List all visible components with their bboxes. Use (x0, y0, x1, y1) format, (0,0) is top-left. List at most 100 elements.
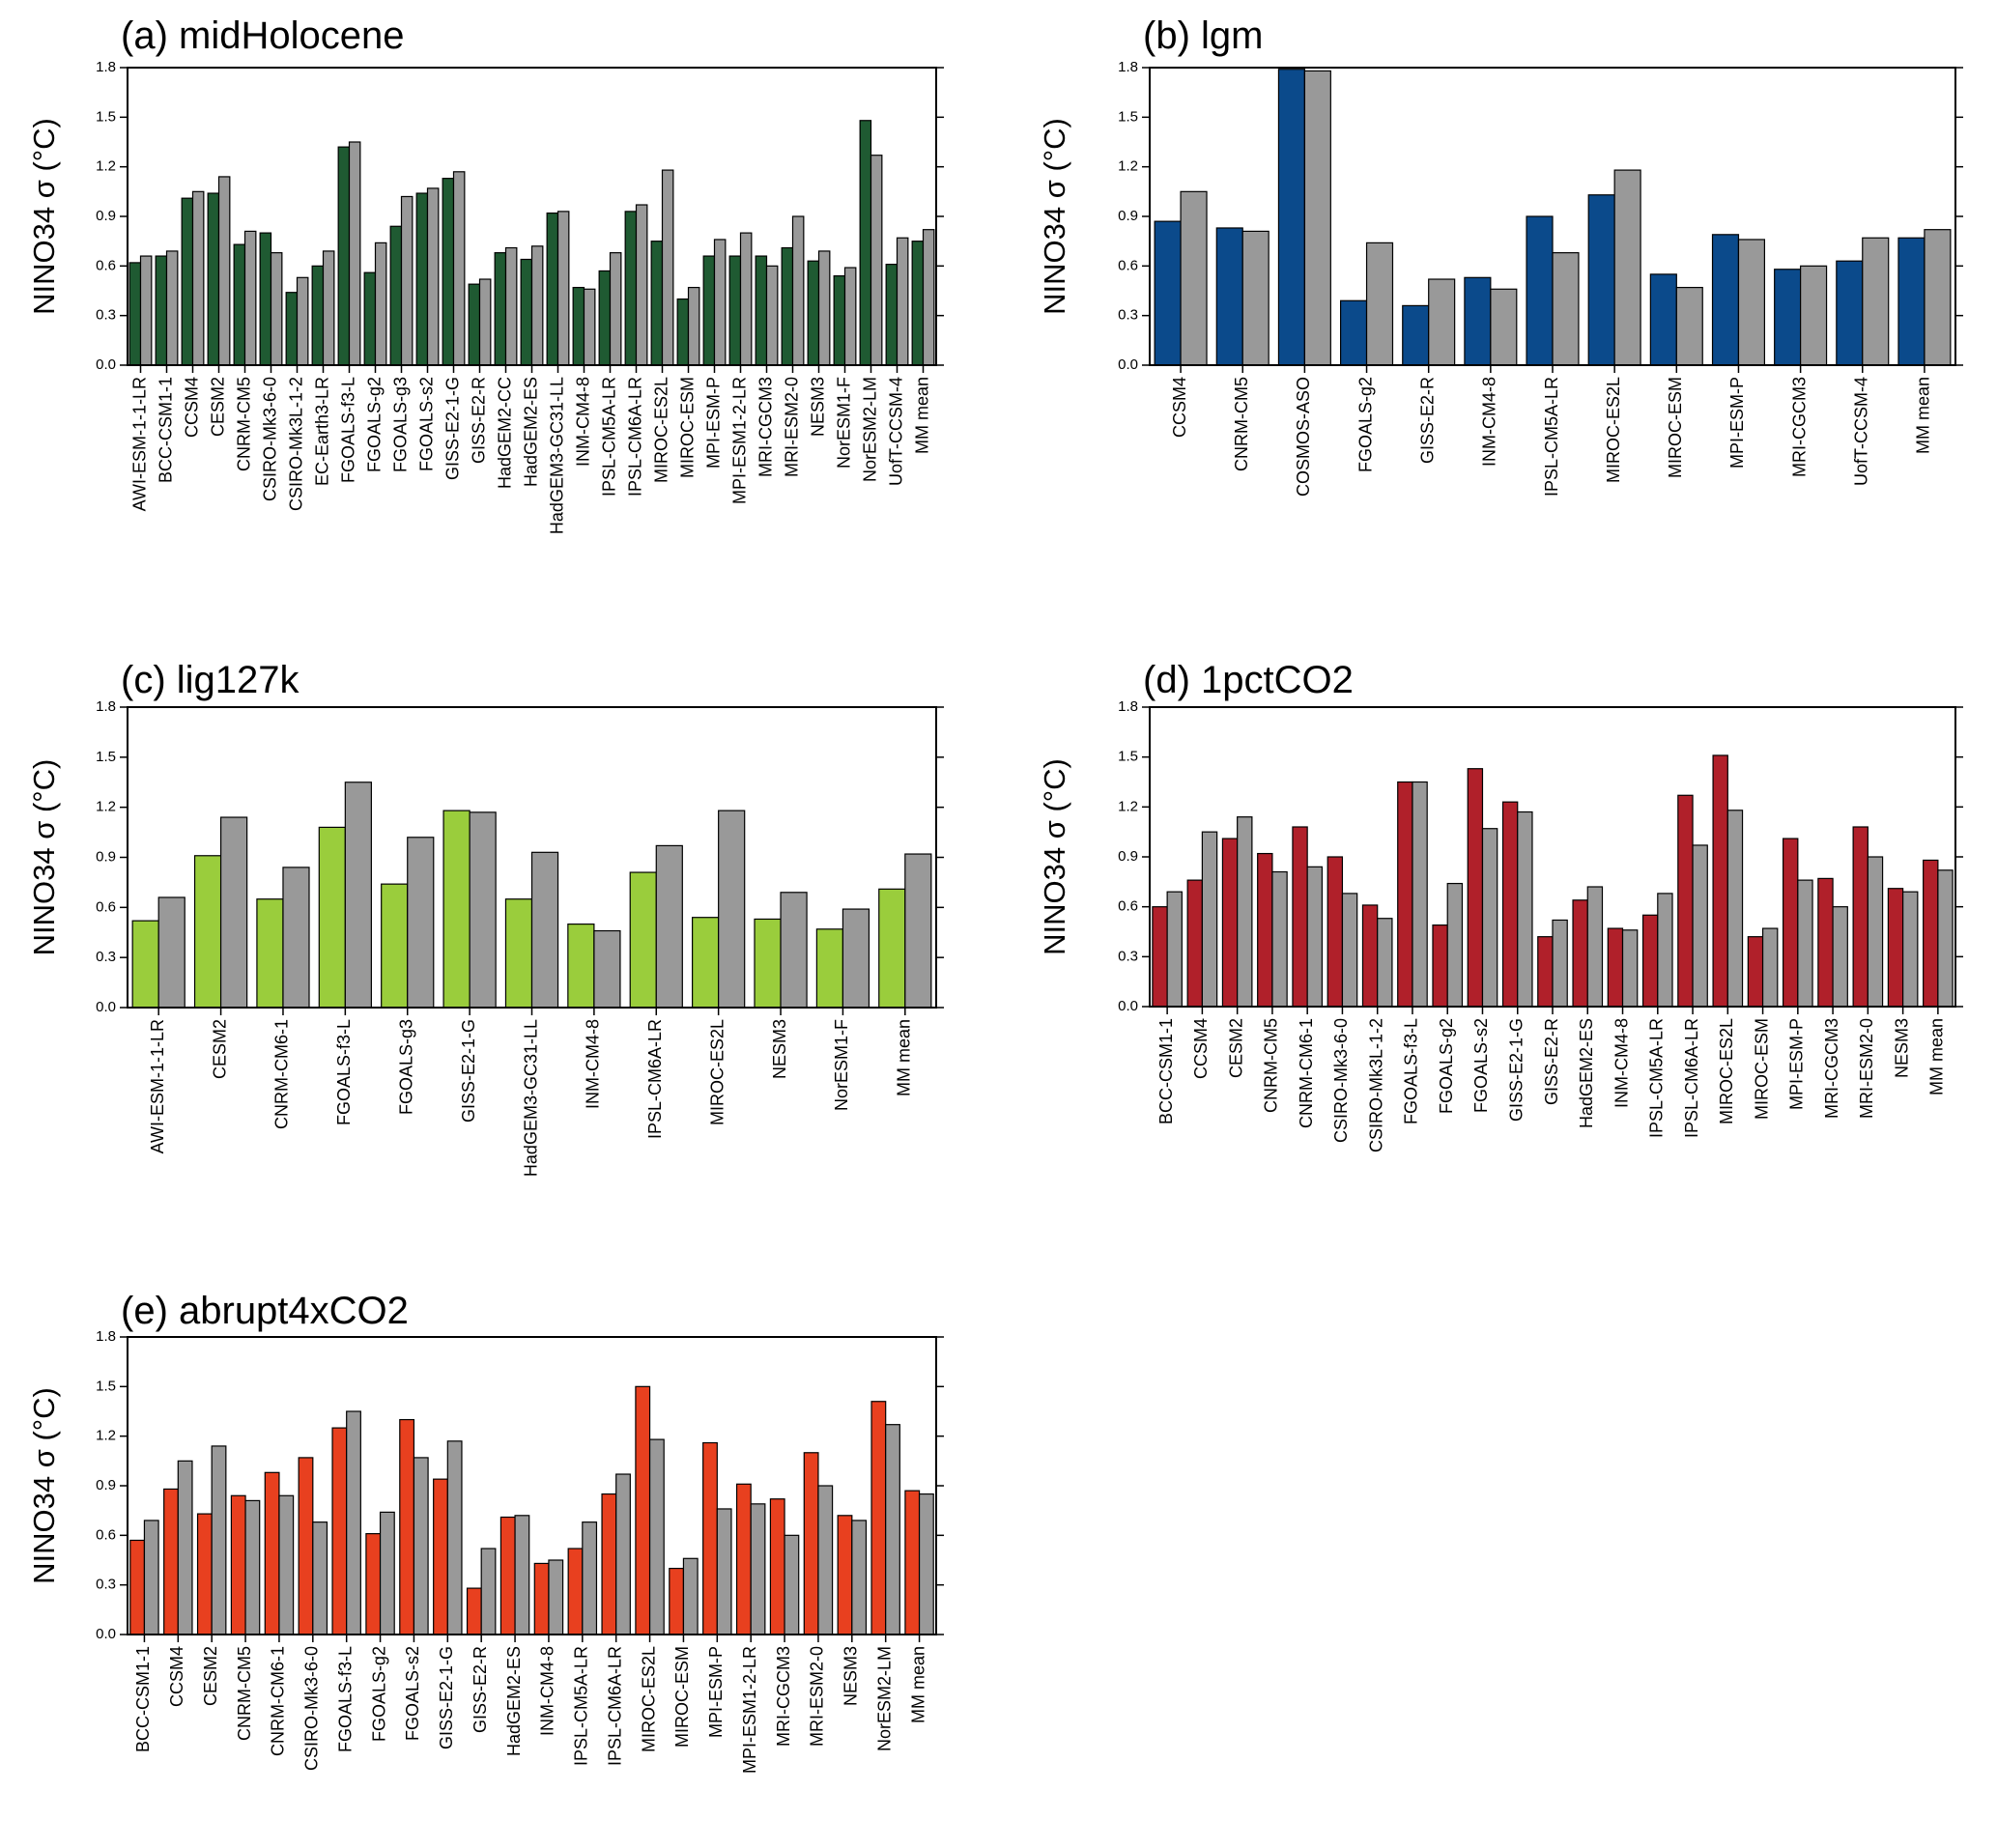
bar (1832, 906, 1848, 1008)
bar (650, 241, 664, 366)
x-tick-label: HadGEM2-CC (495, 377, 514, 489)
x-tick-label: MIROC-ES2L (639, 1646, 658, 1752)
bar (1537, 936, 1554, 1008)
bar (687, 286, 700, 366)
x-tick-label: IPSL-CM5A-LR (572, 1646, 591, 1766)
bar (593, 929, 621, 1009)
bar (365, 1533, 382, 1635)
bar (567, 1548, 584, 1635)
bar (433, 1478, 448, 1635)
y-axis-label: NINO34 σ (°C) (1038, 118, 1071, 315)
bar (193, 855, 222, 1009)
x-tick-label: INM-CM4-8 (538, 1646, 557, 1736)
bar (363, 271, 377, 366)
bar (870, 1401, 887, 1635)
bar (851, 1520, 868, 1635)
x-tick-label: FGOALS-f3-L (338, 377, 357, 483)
chart: (a) midHolocene NINO34 σ (°C) 0.0 0.3 0.6 0.9… (27, 14, 944, 534)
bar (1586, 886, 1604, 1008)
bar (1467, 768, 1484, 1008)
bar (469, 811, 497, 1009)
x-tick-label: HadGEM2-ES (1577, 1018, 1596, 1128)
bar (211, 1445, 227, 1635)
bar (661, 169, 674, 366)
x-tick-label: FGOALS-g2 (1355, 377, 1375, 472)
x-tick-label: CNRM-CM5 (234, 377, 253, 471)
bar (817, 250, 831, 366)
bar (896, 237, 909, 366)
x-tick-label: MRI-CGCM3 (1789, 377, 1809, 477)
bar (196, 1513, 213, 1635)
bar (1166, 891, 1183, 1008)
y-tick-label: 1.2 (96, 158, 116, 175)
y-tick-label: 0.6 (1118, 257, 1138, 273)
bar (780, 892, 808, 1009)
x-tick-label: MRI-ESM2-0 (782, 377, 801, 477)
bar (885, 264, 899, 366)
bar (648, 1438, 665, 1635)
bar (1517, 810, 1533, 1008)
bar (337, 146, 351, 366)
x-tick-label: EC-Earth3-LR (312, 377, 331, 486)
bar (1587, 194, 1615, 366)
y-tick-label: 0.3 (96, 949, 116, 965)
bar (807, 260, 820, 366)
y-tick-label: 1.8 (96, 1328, 116, 1345)
bar (1797, 879, 1813, 1008)
bar (413, 1457, 429, 1635)
x-tick-label: CCSM4 (1191, 1018, 1211, 1079)
bar (1361, 904, 1379, 1008)
bar (1923, 859, 1939, 1008)
x-tick-label: FGOALS-g3 (390, 377, 410, 472)
y-tick-label: 0.6 (96, 257, 116, 273)
x-tick-label: MPI-ESM-P (706, 1646, 726, 1738)
bar (520, 258, 533, 366)
bar (754, 918, 782, 1009)
x-tick-label: MM mean (908, 1646, 927, 1723)
bar (728, 255, 742, 366)
bar (878, 888, 906, 1009)
x-tick-label: FGOALS-g2 (364, 377, 384, 472)
x-tick-label: MIROC-ESM (677, 377, 697, 478)
x-tick-label: CSIRO-Mk3L-1-2 (1366, 1018, 1385, 1152)
x-tick-label: GISS-E2-R (469, 377, 488, 464)
bar (1464, 276, 1492, 366)
bar (837, 1515, 853, 1635)
bar (348, 141, 361, 366)
bar (1428, 278, 1456, 366)
x-tick-label: CSIRO-Mk3-6-0 (260, 377, 279, 501)
bar (264, 1471, 280, 1635)
x-tick-label: CESM2 (210, 1019, 229, 1079)
bar (765, 265, 779, 366)
bar (842, 908, 870, 1009)
x-tick-label: MPI-ESM1-2-LR (729, 377, 749, 504)
x-tick-label: IPSL-CM6A-LR (1682, 1018, 1701, 1138)
bar (1572, 899, 1588, 1008)
x-tick-label: IPSL-CM6A-LR (645, 1019, 665, 1139)
bar (750, 1503, 766, 1635)
bar (1677, 794, 1694, 1008)
x-tick-label: FGOALS-s2 (1471, 1018, 1491, 1113)
bar (259, 232, 272, 366)
x-tick-label: IPSL-CM5A-LR (1542, 377, 1561, 497)
bar (217, 176, 231, 366)
bar (1180, 190, 1208, 366)
x-tick-label: FGOALS-s2 (416, 377, 436, 471)
x-tick-label: GISS-E2-R (471, 1646, 490, 1733)
x-tick-label: CESM2 (208, 377, 227, 437)
bar (1887, 888, 1904, 1008)
bar (322, 250, 335, 366)
bar (1339, 299, 1368, 366)
bar (468, 283, 481, 366)
bar (530, 851, 559, 1009)
x-tick-label: CNRM-CM6-1 (272, 1019, 292, 1129)
bar (815, 928, 844, 1009)
bar (344, 782, 372, 1009)
x-tick-label: NorESM1-F (834, 377, 853, 469)
bar (1902, 891, 1919, 1008)
bar (243, 230, 257, 366)
bar (278, 1494, 295, 1635)
y-tick-label: 0.0 (96, 1626, 116, 1642)
bar (1237, 816, 1253, 1008)
